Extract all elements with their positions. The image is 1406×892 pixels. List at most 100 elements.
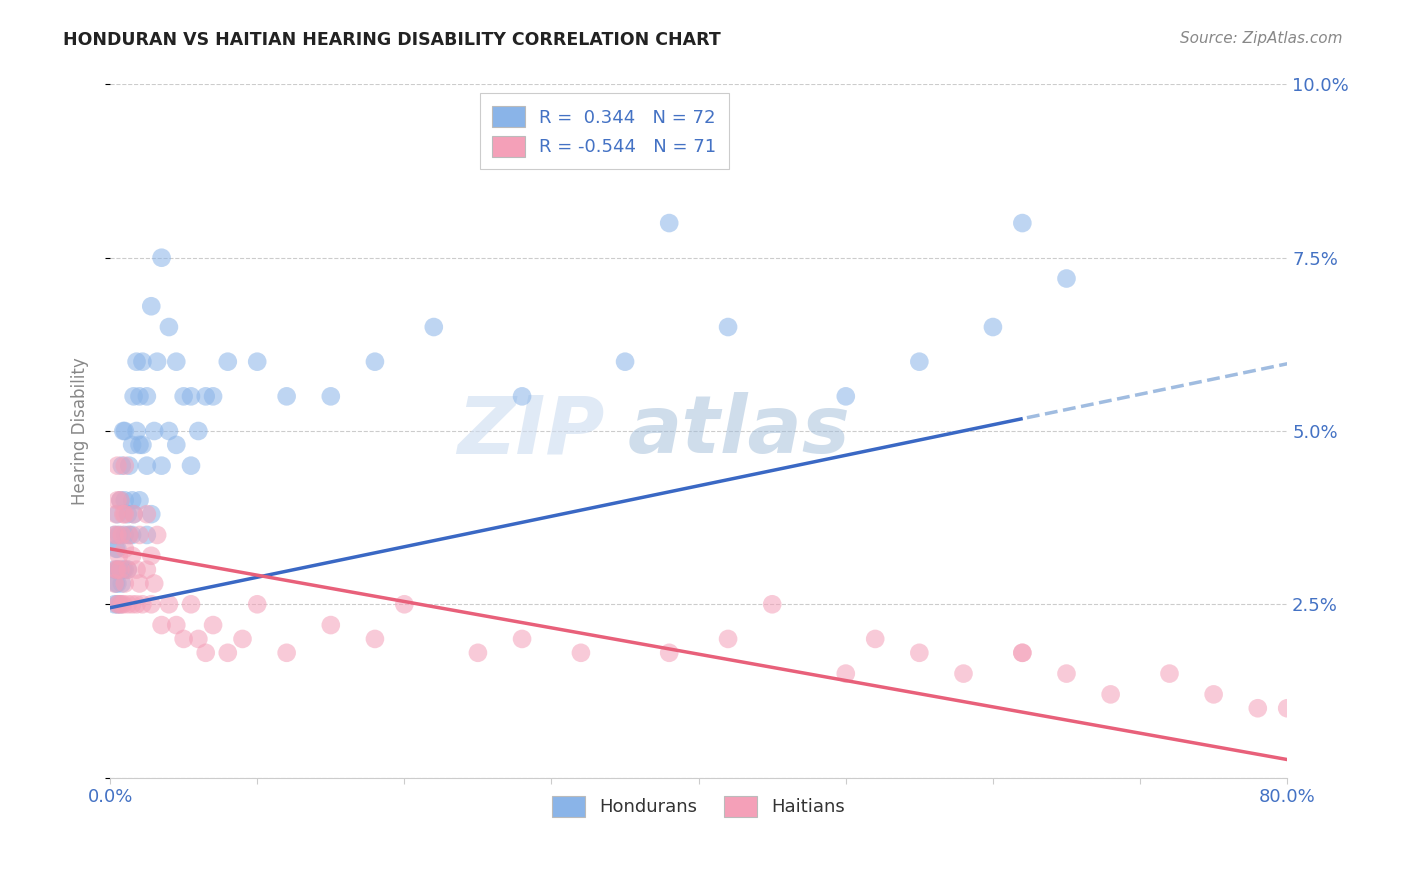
Point [761,597,783,611]
Point [157,597,180,611]
Point [118,528,141,542]
Point [319,389,342,403]
Point [135,458,157,473]
Point [194,389,217,403]
Point [110,493,132,508]
Point [107,597,129,611]
Point [122,507,145,521]
Point [111,528,134,542]
Point [108,597,131,611]
Point [141,299,163,313]
Point [104,563,127,577]
Point [103,576,125,591]
Point [835,389,858,403]
Point [1247,701,1270,715]
Point [276,389,298,403]
Text: HONDURAN VS HAITIAN HEARING DISABILITY CORRELATION CHART: HONDURAN VS HAITIAN HEARING DISABILITY C… [63,31,721,49]
Point [128,389,150,403]
Point [103,528,125,542]
Point [1056,271,1078,285]
Point [364,354,387,368]
Point [863,632,886,646]
Point [110,493,132,508]
Point [952,666,974,681]
Point [125,424,148,438]
Point [111,597,134,611]
Point [146,354,169,368]
Point [135,563,157,577]
Point [1056,666,1078,681]
Point [187,424,209,438]
Point [141,597,163,611]
Point [908,646,931,660]
Point [117,563,139,577]
Point [114,541,136,556]
Point [118,458,141,473]
Point [107,493,129,508]
Point [110,563,132,577]
Point [107,528,129,542]
Point [103,597,125,611]
Point [107,563,129,577]
Point [157,320,180,334]
Point [194,646,217,660]
Point [717,632,740,646]
Point [114,528,136,542]
Point [112,563,135,577]
Point [1011,646,1033,660]
Point [117,507,139,521]
Point [107,563,129,577]
Point [165,618,187,632]
Point [165,438,187,452]
Point [107,541,129,556]
Point [135,507,157,521]
Point [111,576,134,591]
Point [1159,666,1181,681]
Point [1099,687,1122,701]
Point [981,320,1004,334]
Point [131,438,153,452]
Point [173,389,195,403]
Point [114,493,136,508]
Point [231,632,253,646]
Point [112,424,135,438]
Point [104,576,127,591]
Point [180,597,202,611]
Y-axis label: Hearing Disability: Hearing Disability [72,357,89,505]
Point [117,597,139,611]
Point [202,618,225,632]
Point [908,354,931,368]
Point [111,458,134,473]
Point [107,576,129,591]
Point [217,646,239,660]
Point [173,632,195,646]
Point [1011,646,1033,660]
Point [114,507,136,521]
Point [121,528,143,542]
Point [104,541,127,556]
Point [135,389,157,403]
Point [143,424,166,438]
Point [165,354,187,368]
Point [114,458,136,473]
Point [107,597,129,611]
Point [107,507,129,521]
Point [112,597,135,611]
Point [128,528,150,542]
Point [112,507,135,521]
Point [114,563,136,577]
Point [114,424,136,438]
Point [717,320,740,334]
Point [108,549,131,563]
Point [180,458,202,473]
Point [121,597,143,611]
Point [157,424,180,438]
Point [150,618,173,632]
Point [104,507,127,521]
Point [143,576,166,591]
Point [510,389,533,403]
Point [658,646,681,660]
Point [150,458,173,473]
Point [118,528,141,542]
Text: atlas: atlas [628,392,851,470]
